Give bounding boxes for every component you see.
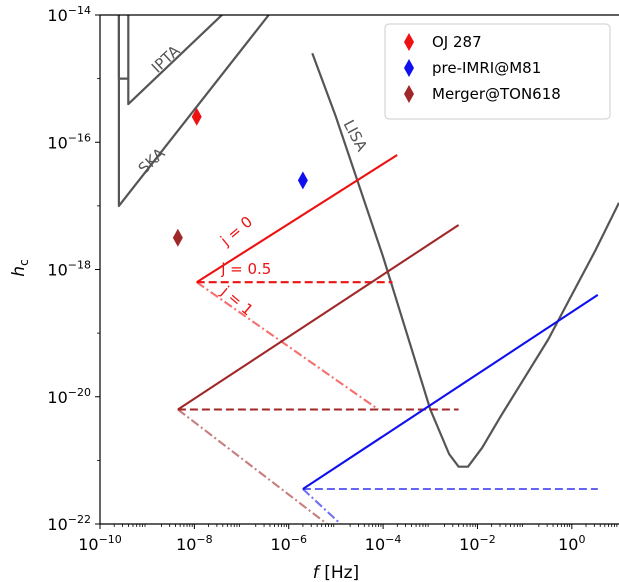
series-line-oj-287-j-0 — [196, 154, 398, 284]
x-tick-label: 10−8 — [176, 533, 213, 554]
series-line-oj-287-j-1 — [196, 281, 380, 411]
y-tick-label: 10−20 — [47, 386, 91, 407]
y-tick-label: 10−22 — [47, 513, 91, 534]
legend-box — [384, 23, 611, 120]
series-line-merger-ton618-j-0 — [177, 224, 460, 411]
legend-entry-ton618: Merger@TON618 — [404, 85, 561, 103]
marker-merger-ton618 — [172, 228, 183, 247]
series-line-pre-imri-m81-j-1 — [302, 488, 342, 524]
legend-entry-oj287: OJ 287 — [404, 33, 482, 51]
legend: OJ 287 pre-IMRI@M81 Merger@TON618 — [384, 23, 611, 120]
y-tick-label: 10−18 — [47, 259, 91, 280]
x-axis-label-unit: [Hz] — [324, 563, 359, 582]
marker-pre-imri-m81 — [297, 171, 308, 190]
x-axis-label-var: f — [313, 563, 322, 582]
legend-label-pre-imri: pre-IMRI@M81 — [432, 59, 541, 77]
y-tick-label: 10−16 — [47, 131, 91, 152]
x-axis-label: f [Hz] — [313, 563, 359, 582]
curve-label-lisa: LISA — [340, 117, 372, 155]
legend-entry-pre-imri: pre-IMRI@M81 — [404, 59, 541, 77]
x-tick-label: 10−2 — [459, 533, 496, 554]
sensitivity-curve-ska — [117, 15, 271, 207]
y-axis-label: hc — [9, 259, 31, 276]
legend-marker-pre-imri — [404, 59, 414, 77]
legend-marker-oj287 — [404, 33, 414, 51]
x-tick-label: 10−4 — [365, 533, 402, 554]
x-tick-label: 10−10 — [78, 533, 122, 554]
y-axis-label-sub: c — [17, 259, 31, 266]
legend-label-oj287: OJ 287 — [432, 33, 482, 51]
sensitivity-curve-lisa — [311, 52, 619, 468]
curve-label-j-0: j = 0 — [216, 213, 256, 250]
series-line-pre-imri-m81-j-0 — [302, 294, 599, 490]
y-tick-label: 10−14 — [47, 4, 91, 25]
series-line-merger-ton618-j-1 — [177, 408, 329, 524]
legend-label-ton618: Merger@TON618 — [432, 85, 561, 103]
y-axis-label-var: h — [9, 266, 29, 277]
curve-label-ipta: IPTA — [148, 41, 184, 76]
curve-label-j-0-5: j = 0.5 — [220, 260, 271, 278]
curve-label-j-1: j = 1 — [217, 282, 257, 319]
marker-oj-287 — [191, 107, 202, 126]
x-tick-label: 100 — [558, 533, 585, 554]
x-tick-label: 10−6 — [270, 533, 307, 554]
legend-marker-ton618 — [404, 85, 414, 103]
sensitivity-curve-ipta — [117, 15, 224, 106]
